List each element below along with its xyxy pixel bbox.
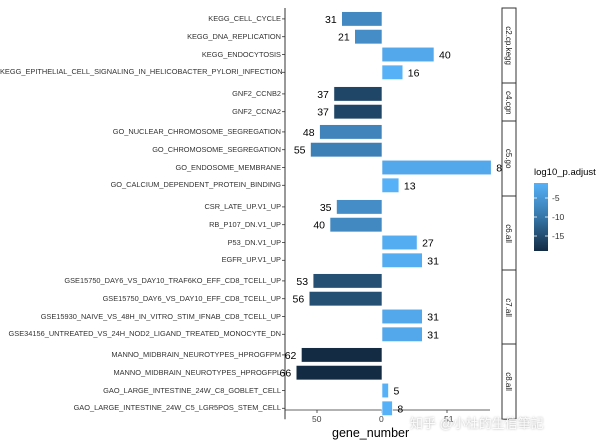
- bar-value-label: 66: [280, 368, 292, 380]
- bar-value-label: 31: [325, 14, 337, 26]
- bar-value-label: 31: [427, 255, 439, 267]
- facet-strips: c2.cp.kegg c4.cgn c5.go c6.all c7.all c8.all: [501, 7, 517, 420]
- x-tick-51: 51: [444, 414, 454, 424]
- bar-value-label: 37: [317, 107, 329, 119]
- legend-tick-5: -5: [552, 193, 560, 203]
- bar: [333, 86, 383, 102]
- legend-tick-15: -15: [552, 231, 565, 241]
- facet-strip-label: c2.cp.kegg: [504, 26, 513, 65]
- bar-value-label: 55: [294, 145, 306, 157]
- bar: [319, 124, 383, 140]
- bar: [295, 365, 383, 381]
- row-label: EGFR_UP.V1_UP: [221, 255, 281, 265]
- row-label: GO_CHROMOSOME_SEGREGATION: [152, 144, 281, 154]
- row-label: GSE34156_UNTREATED_VS_24H_NOD2_LIGAND_TR…: [8, 329, 281, 339]
- bar: [333, 104, 383, 120]
- bar: [381, 252, 423, 268]
- bar: [381, 326, 423, 342]
- row-label: KEGG_CELL_CYCLE: [208, 13, 281, 23]
- row-label: RB_P107_DN.V1_UP: [209, 219, 281, 229]
- bar: [336, 199, 383, 215]
- legend-tick-10: -10: [552, 212, 565, 222]
- row-label: GSE15930_NAIVE_VS_48H_IN_VITRO_STIM_IFNA…: [40, 311, 281, 321]
- bar: [341, 11, 383, 27]
- facet-strip-label: c8.all: [504, 372, 513, 391]
- facet-strip-box: [501, 343, 517, 420]
- bar-value-label: 48: [303, 127, 315, 139]
- row-label: GO_NUCLEAR_CHROMOSOME_SEGREGATION: [112, 126, 281, 136]
- bar-value-label: 13: [404, 180, 416, 192]
- bar: [329, 217, 383, 233]
- bar-value-label: 62: [285, 350, 297, 362]
- row-label: KEGG_ENDOCYTOSIS: [201, 49, 281, 59]
- bar-value-label: 31: [427, 312, 439, 324]
- bar-value-label: 16: [408, 67, 420, 79]
- x-tick-50: 50: [312, 414, 322, 424]
- bar: [354, 29, 383, 45]
- x-tick-0: 0: [379, 414, 384, 424]
- bar: [381, 400, 393, 416]
- row-label: KEGG_EPITHELIAL_CELL_SIGNALING_IN_HELICO…: [0, 67, 283, 77]
- bar-value-label: 40: [313, 220, 325, 232]
- bar-value-label: 37: [317, 89, 329, 101]
- row-label: GNF2_CCNA2: [232, 106, 281, 116]
- bar-value-label: 21: [338, 32, 350, 44]
- value-labels-layer: 3121401637374855841335402731535631316266…: [280, 14, 509, 415]
- bar: [381, 64, 404, 80]
- bar-value-label: 27: [422, 238, 434, 250]
- facet-strip-label: c4.cgn: [504, 91, 513, 115]
- bar: [312, 273, 383, 289]
- row-label: GSE15750_DAY6_VS_DAY10_EFF_CD8_TCELL_UP: [102, 293, 281, 303]
- row-label: GO_CALCIUM_DEPENDENT_PROTEIN_BINDING: [110, 180, 281, 190]
- bar: [310, 142, 383, 158]
- bars-layer: [295, 11, 492, 416]
- row-label: KEGG_DNA_REPLICATION: [187, 31, 281, 41]
- row-label: GNF2_CCNB2: [232, 88, 281, 98]
- row-label: GAO_LARGE_INTESTINE_24W_C5_LGR5POS_STEM_…: [73, 403, 281, 413]
- bar-value-label: 5: [394, 386, 400, 398]
- row-label: GO_ENDOSOME_MEMBRANE: [175, 162, 281, 172]
- x-axis-label: gene_number: [332, 426, 410, 440]
- row-label: MANNO_MIDBRAIN_NEUROTYPES_HPROGFPL: [113, 367, 281, 377]
- bar: [301, 347, 383, 363]
- bar: [381, 308, 423, 325]
- facet-strip-label: c6.all: [504, 224, 513, 243]
- row-label: P53_DN.V1_UP: [227, 237, 281, 247]
- bar: [308, 291, 383, 307]
- bar: [381, 382, 389, 399]
- bar-value-label: 40: [439, 50, 451, 62]
- row-label: GAO_LARGE_INTESTINE_24W_C8_GOBLET_CELL: [103, 385, 281, 395]
- legend-title: log10_p.adjust: [534, 167, 596, 178]
- bar: [381, 234, 418, 251]
- watermark: 知乎 @小杜的生信筆記: [410, 416, 544, 431]
- bar-value-label: 53: [296, 276, 308, 288]
- row-label: MANNO_MIDBRAIN_NEUROTYPES_HPROGFPM: [111, 349, 281, 359]
- facet-strip-label: c5.go: [504, 149, 513, 169]
- row-label: CSR_LATE_UP.V1_UP: [204, 201, 281, 211]
- bar: [381, 159, 492, 176]
- facet-strip-label: c7.all: [504, 298, 513, 317]
- bar-value-label: 31: [427, 329, 439, 341]
- bar: [381, 177, 400, 193]
- bar: [381, 46, 435, 63]
- legend-colorbar: [534, 183, 548, 251]
- color-legend: [534, 183, 548, 251]
- facet-panel: [285, 83, 490, 123]
- bar-value-label: 35: [320, 202, 332, 214]
- bar-value-label: 8: [397, 403, 403, 415]
- bar-value-label: 56: [293, 294, 305, 306]
- row-label: GSE15750_DAY6_VS_DAY10_TRAF6KO_EFF_CD8_T…: [64, 275, 281, 285]
